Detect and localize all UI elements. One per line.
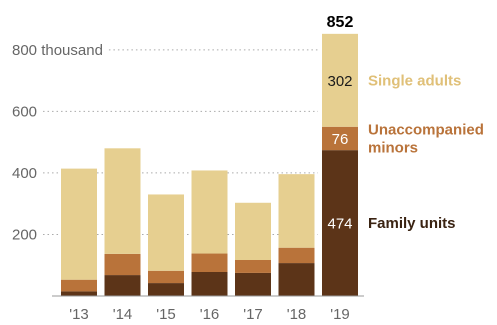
bar-4-series-1 bbox=[235, 259, 271, 273]
x-tick-label-1: '14 bbox=[113, 306, 133, 323]
segment-label-6-2: 302 bbox=[327, 73, 352, 90]
bar-0-series-1 bbox=[61, 279, 97, 292]
bar-1-series-0 bbox=[104, 275, 141, 296]
x-axis-tick-labels: '13 '14 '15 '16 '17 '18 '19 bbox=[69, 306, 350, 323]
bar-4-series-0 bbox=[235, 272, 271, 296]
bar-3-series-0 bbox=[191, 271, 228, 296]
bar-2-series-0 bbox=[148, 283, 184, 296]
bar-6-series-0 bbox=[322, 150, 358, 296]
x-tick-label-4: '17 bbox=[243, 306, 263, 323]
x-tick-label-3: '16 bbox=[200, 306, 220, 323]
legend-label-2-0: Family units bbox=[368, 215, 456, 232]
x-tick-label-5: '18 bbox=[287, 306, 307, 323]
bar-3-series-1 bbox=[191, 253, 228, 272]
y-tick-label-400: 400 bbox=[12, 165, 37, 182]
bar-5-series-0 bbox=[278, 263, 315, 296]
bar-0-series-2 bbox=[61, 168, 97, 280]
segment-label-6-1: 76 bbox=[332, 131, 349, 148]
bar-3-series-2 bbox=[191, 170, 228, 254]
x-tick-label-0: '13 bbox=[69, 306, 89, 323]
bar-2-series-2 bbox=[148, 194, 184, 271]
legend-label-0-0: Single adults bbox=[368, 72, 461, 89]
total-label-6: 852 bbox=[327, 14, 354, 31]
bar-6-series-2 bbox=[322, 33, 358, 127]
bar-4-series-2 bbox=[235, 202, 271, 260]
legend-label-1-1: minors bbox=[368, 139, 418, 156]
bars bbox=[61, 33, 358, 296]
y-tick-label-600: 600 bbox=[12, 103, 37, 120]
y-tick-label-200: 200 bbox=[12, 226, 37, 243]
y-tick-label-800: 800 thousand bbox=[12, 42, 103, 59]
bar-2-series-1 bbox=[148, 270, 184, 284]
bar-1-series-1 bbox=[104, 253, 141, 276]
segment-label-6-0: 474 bbox=[327, 216, 352, 233]
bar-6-series-1 bbox=[322, 126, 358, 151]
bar-0-series-0 bbox=[61, 291, 97, 296]
bar-5-series-1 bbox=[278, 247, 315, 264]
x-tick-label-2: '15 bbox=[156, 306, 176, 323]
bar-1-series-2 bbox=[104, 148, 141, 254]
bar-5-series-2 bbox=[278, 174, 315, 248]
data-labels: 474 76 302 852 bbox=[327, 14, 354, 233]
x-tick-label-6: '19 bbox=[330, 306, 350, 323]
legend-label-1-0: Unaccompanied bbox=[368, 121, 484, 138]
